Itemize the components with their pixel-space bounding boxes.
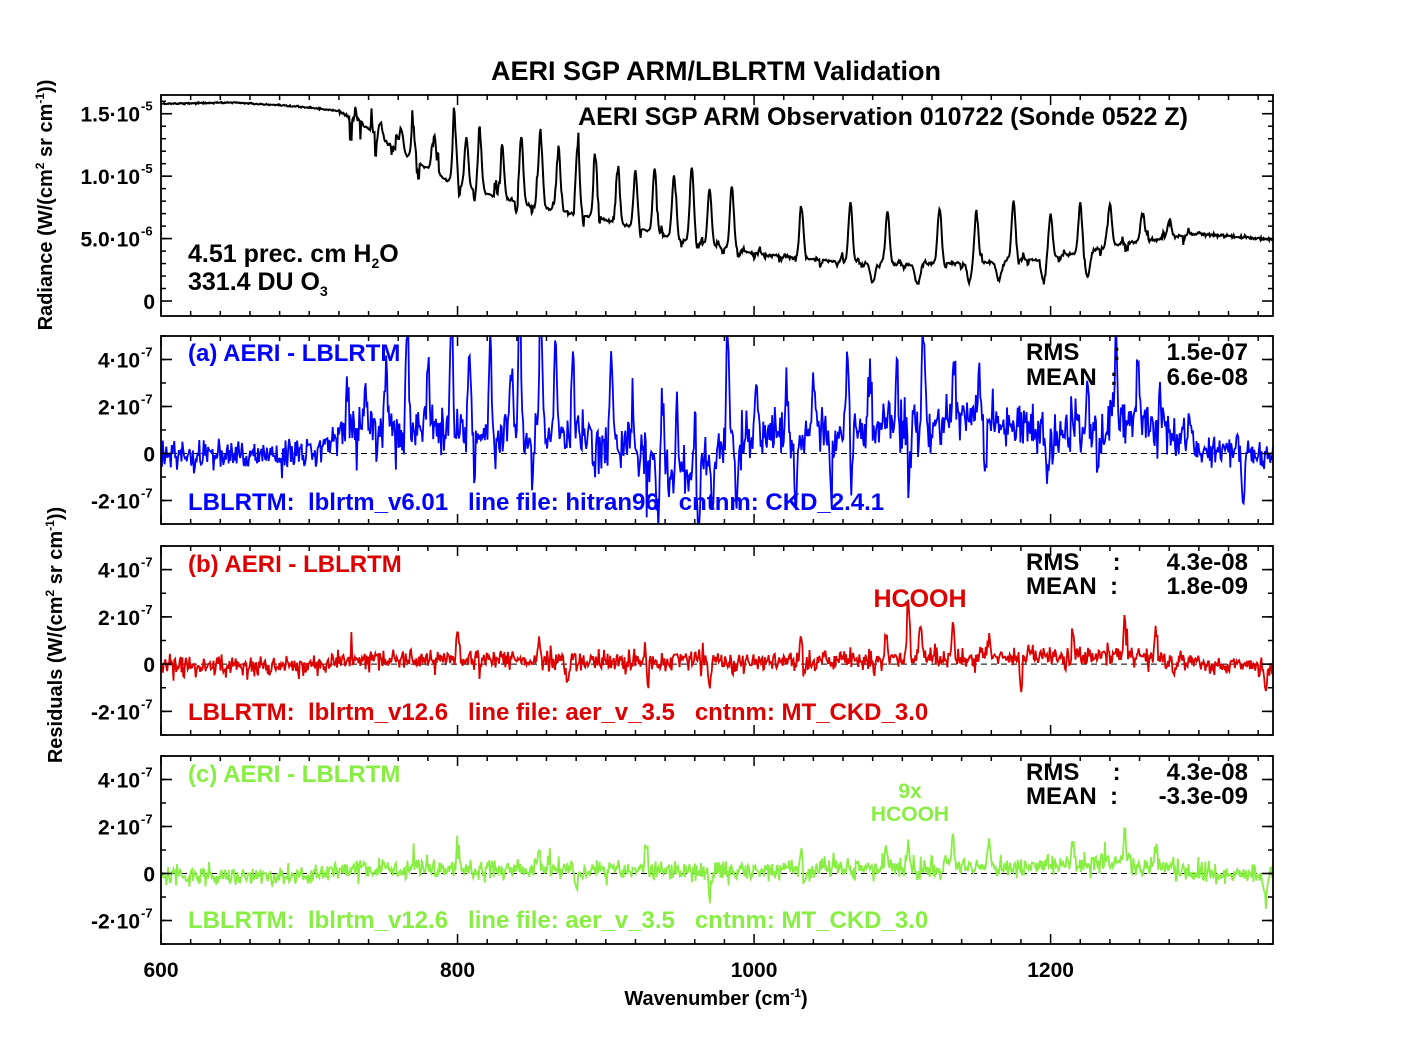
- y-tick-label: 4·10: [98, 350, 140, 373]
- o3-annotation-pre: 331.4 DU O: [188, 268, 320, 296]
- y-tick-label-exponent: -7: [141, 696, 153, 711]
- figure-title: AERI SGP ARM/LBLRTM Validation: [491, 56, 941, 86]
- radiance-subtitle: AERI SGP ARM Observation 010722 (Sonde 0…: [578, 103, 1188, 131]
- o3-annotation: 331.4 DU O3: [188, 268, 328, 299]
- panel-c-label: (c) AERI - LBLRTM: [188, 761, 400, 788]
- x-tick-label: 600: [143, 959, 178, 982]
- y-tick-label: 2·10: [98, 397, 140, 420]
- x-axis-label: Wavenumber (cm-1): [624, 986, 807, 1010]
- residual-series-line: [161, 827, 1273, 909]
- residual-series-line: [161, 599, 1273, 693]
- y-axis-label-radiance-sup2: -1: [33, 93, 47, 104]
- panel-b-model: LBLRTM: lblrtm_v12.6 line file: aer_v_3.…: [188, 699, 928, 726]
- panel-b-mean-label: MEAN :: [1026, 573, 1118, 600]
- y-tick-label-exponent: -5: [141, 161, 153, 176]
- y-tick-label: -2·10: [91, 701, 140, 724]
- y-axis-label-residuals-sup2: -1: [43, 520, 57, 531]
- y-tick-label-exponent: -7: [141, 906, 153, 921]
- residual-panel-a: -2·10 -702·10 -74·10 -7: [91, 335, 1274, 525]
- x-axis-label-text: Wavenumber (cm: [624, 988, 790, 1010]
- panel-a-rms-value: 1.5e-07: [1167, 339, 1248, 366]
- y-axis-label-residuals-text: Residuals (W/(cm: [45, 596, 67, 763]
- panel-a-rms-label: RMS :: [1026, 339, 1121, 366]
- y-tick-label: 4·10: [98, 560, 140, 583]
- panel-c-rms-label: RMS :: [1026, 759, 1121, 786]
- y-tick-label-exponent: -7: [141, 392, 153, 407]
- residual-series-line: [161, 336, 1273, 524]
- x-tick-label: 1000: [731, 959, 778, 982]
- h2o-annotation-post: O: [379, 240, 398, 268]
- radiance-panel: 05.0·10 -61.0·10 -51.5·10 -5: [80, 94, 1274, 317]
- panel-c-mean-label: MEAN :: [1026, 783, 1118, 810]
- radiance-series-line: [161, 100, 1273, 288]
- residual-panel-b: -2·10 -702·10 -74·10 -7: [91, 545, 1274, 736]
- x-tick-label: 800: [440, 959, 475, 982]
- y-axis-label-radiance-sup1: 2: [33, 162, 47, 169]
- h2o-annotation: 4.51 prec. cm H2O: [188, 240, 399, 271]
- panel-a-model: LBLRTM: lblrtm_v6.01 line file: hitran96…: [188, 489, 884, 516]
- y-tick-label-exponent: -7: [141, 486, 153, 501]
- y-tick-label: -2·10: [91, 491, 140, 514]
- y-tick-label: 5.0·10: [80, 229, 140, 252]
- panel-c-model: LBLRTM: lblrtm_v12.6 line file: aer_v_3.…: [188, 907, 928, 934]
- y-tick-label: 0: [143, 654, 155, 677]
- y-tick-label: -2·10: [91, 911, 140, 934]
- x-axis-label-end: ): [801, 988, 808, 1010]
- y-tick-label-exponent: -7: [141, 345, 153, 360]
- panel-b-mean-value: 1.8e-09: [1167, 573, 1248, 600]
- y-axis-label-residuals-sup1: 2: [43, 589, 57, 596]
- y-tick-label-exponent: -5: [141, 99, 153, 114]
- y-tick-label-exponent: -7: [141, 812, 153, 827]
- panel-c-rms-value: 4.3e-08: [1167, 759, 1248, 786]
- panel-a-mean-value: 6.6e-08: [1167, 364, 1248, 391]
- panel-c-9x: 9x: [898, 780, 922, 803]
- y-axis-label-residuals-end: )): [45, 507, 67, 520]
- y-axis-label-radiance: Radiance (W/(cm2 sr cm-1)): [33, 80, 57, 331]
- y-tick-label: 4·10: [98, 770, 140, 793]
- y-tick-label: 2·10: [98, 607, 140, 630]
- y-tick-label-exponent: -7: [141, 765, 153, 780]
- y-tick-label: 1.5·10: [80, 104, 140, 127]
- y-tick-label-exponent: -7: [141, 602, 153, 617]
- y-axis-label-residuals-mid: sr cm: [45, 531, 67, 590]
- panel-b-rms-value: 4.3e-08: [1167, 549, 1248, 576]
- y-tick-label: 2·10: [98, 817, 140, 840]
- x-axis-label-sup: -1: [790, 986, 801, 1000]
- h2o-annotation-pre: 4.51 prec. cm H: [188, 240, 371, 268]
- y-tick-label: 0: [143, 444, 155, 467]
- panel-b-rms-label: RMS :: [1026, 549, 1121, 576]
- panel-a-mean-label: MEAN :: [1026, 364, 1118, 391]
- y-axis-label-radiance-mid: sr cm: [35, 104, 57, 163]
- panel-b-hcooh: HCOOH: [873, 585, 966, 613]
- panel-c-hcooh: HCOOH: [871, 803, 949, 826]
- plot-frame: [160, 94, 1274, 317]
- y-tick-label: 1.0·10: [80, 166, 140, 189]
- y-tick-label-exponent: -7: [141, 555, 153, 570]
- y-axis-label-residuals: Residuals (W/(cm2 sr cm-1)): [43, 507, 67, 763]
- y-tick-label-exponent: -6: [141, 224, 153, 239]
- x-tick-label: 1200: [1027, 959, 1074, 982]
- y-tick-label: 0: [143, 864, 155, 887]
- panel-a-label: (a) AERI - LBLRTM: [188, 340, 400, 367]
- y-axis-label-radiance-text: Radiance (W/(cm: [35, 169, 57, 330]
- y-tick-label: 0: [143, 291, 155, 314]
- o3-annotation-sub: 3: [320, 283, 328, 299]
- y-axis-label-radiance-end: )): [35, 80, 57, 93]
- h2o-annotation-sub: 2: [371, 255, 379, 271]
- panel-c-mean-value: -3.3e-09: [1159, 783, 1248, 810]
- panel-b-label: (b) AERI - LBLRTM: [188, 551, 402, 578]
